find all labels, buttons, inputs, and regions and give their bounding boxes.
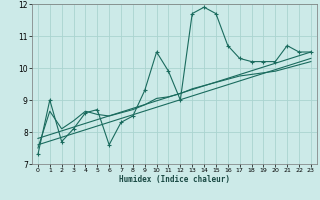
X-axis label: Humidex (Indice chaleur): Humidex (Indice chaleur) (119, 175, 230, 184)
